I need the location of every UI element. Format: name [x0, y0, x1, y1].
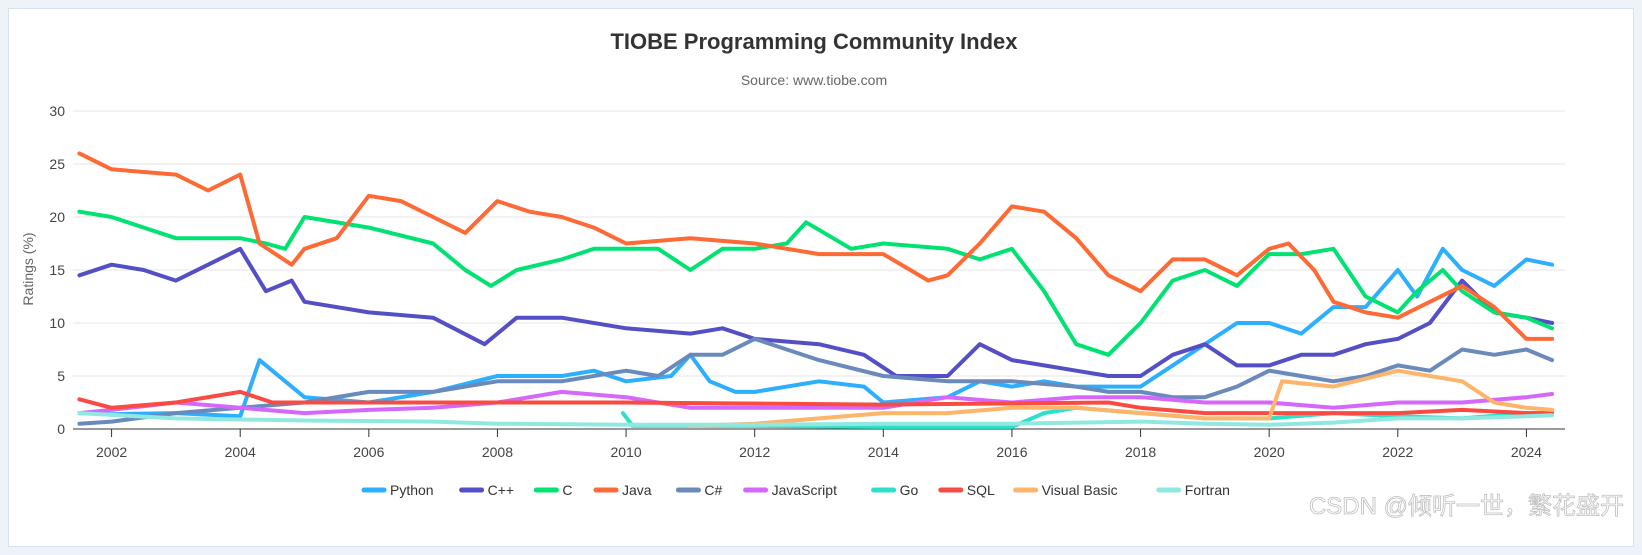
legend-label: Python — [390, 482, 434, 498]
legend-label: Visual Basic — [1042, 482, 1118, 498]
x-tick-label: 2010 — [610, 444, 641, 460]
x-tick-label: 2016 — [996, 444, 1027, 460]
legend-item-c-[interactable]: C# — [675, 482, 723, 498]
legend-label: Java — [622, 482, 652, 498]
series-line-c-[interactable] — [77, 336, 1555, 426]
x-tick-label: 2004 — [225, 444, 256, 460]
legend-item-fortran[interactable]: Fortran — [1156, 482, 1230, 498]
tiobe-line-chart: TIOBE Programming Community Index Source… — [20, 29, 1624, 520]
legend-item-java[interactable]: Java — [593, 482, 652, 498]
legend-item-c-[interactable]: C++ — [459, 482, 514, 498]
x-tick-label: 2006 — [353, 444, 384, 460]
legend-item-sql[interactable]: SQL — [938, 482, 995, 498]
series-line-javascript[interactable] — [77, 389, 1555, 416]
series-line-java[interactable] — [77, 151, 1555, 341]
legend-label: Fortran — [1185, 482, 1230, 498]
y-axis-label: Ratings (%) — [20, 232, 36, 305]
chart-container: TIOBE Programming Community Index Source… — [8, 8, 1634, 547]
legend-label: C — [562, 482, 572, 498]
series-line-c-[interactable] — [77, 246, 1555, 378]
plot-area — [77, 151, 1555, 429]
legend-item-go[interactable]: Go — [871, 482, 919, 498]
legend-label: C++ — [488, 482, 514, 498]
y-tick-label: 30 — [49, 103, 65, 119]
legend-item-javascript[interactable]: JavaScript — [743, 482, 837, 498]
chart-title: TIOBE Programming Community Index — [610, 29, 1018, 54]
y-tick-label: 0 — [57, 421, 65, 437]
y-tick-label: 10 — [49, 315, 65, 331]
legend-item-python[interactable]: Python — [361, 482, 434, 498]
x-axis: 2002 2004 2006 2008 2010 2012 2014 2016 2018 2020… — [73, 428, 1565, 460]
series-line-sql[interactable] — [77, 389, 1555, 416]
x-tick-label: 2014 — [868, 444, 899, 460]
legend-label: JavaScript — [772, 482, 837, 498]
y-tick-label: 25 — [49, 156, 65, 172]
series-line-visual-basic[interactable] — [688, 368, 1555, 428]
y-axis: 0 5 10 15 20 25 30 — [49, 103, 65, 437]
chart-subtitle: Source: www.tiobe.com — [741, 72, 887, 88]
grid-lines — [73, 110, 1565, 430]
y-tick-label: 5 — [57, 368, 65, 384]
legend-label: Go — [900, 482, 919, 498]
x-tick-label: 2024 — [1511, 444, 1542, 460]
series-line-python[interactable] — [77, 246, 1555, 419]
series-line-fortran[interactable] — [77, 411, 1555, 427]
legend-label: SQL — [967, 482, 995, 498]
legend-item-c[interactable]: C — [533, 482, 573, 498]
legend-label: C# — [704, 482, 722, 498]
x-tick-label: 2022 — [1382, 444, 1413, 460]
legend: Python C++ C Java C# JavaScript Go SQL Visual Ba… — [361, 482, 1230, 498]
series-line-c[interactable] — [77, 209, 1555, 357]
watermark-text: CSDN @倾听一世，繁花盛开 — [1309, 493, 1624, 520]
y-tick-label: 20 — [49, 209, 65, 225]
y-tick-label: 15 — [49, 262, 65, 278]
x-tick-label: 2020 — [1254, 444, 1285, 460]
x-tick-label: 2018 — [1125, 444, 1156, 460]
x-tick-label: 2012 — [739, 444, 770, 460]
legend-item-visual-basic[interactable]: Visual Basic — [1013, 482, 1118, 498]
x-tick-label: 2008 — [482, 444, 513, 460]
x-tick-label: 2002 — [96, 444, 127, 460]
